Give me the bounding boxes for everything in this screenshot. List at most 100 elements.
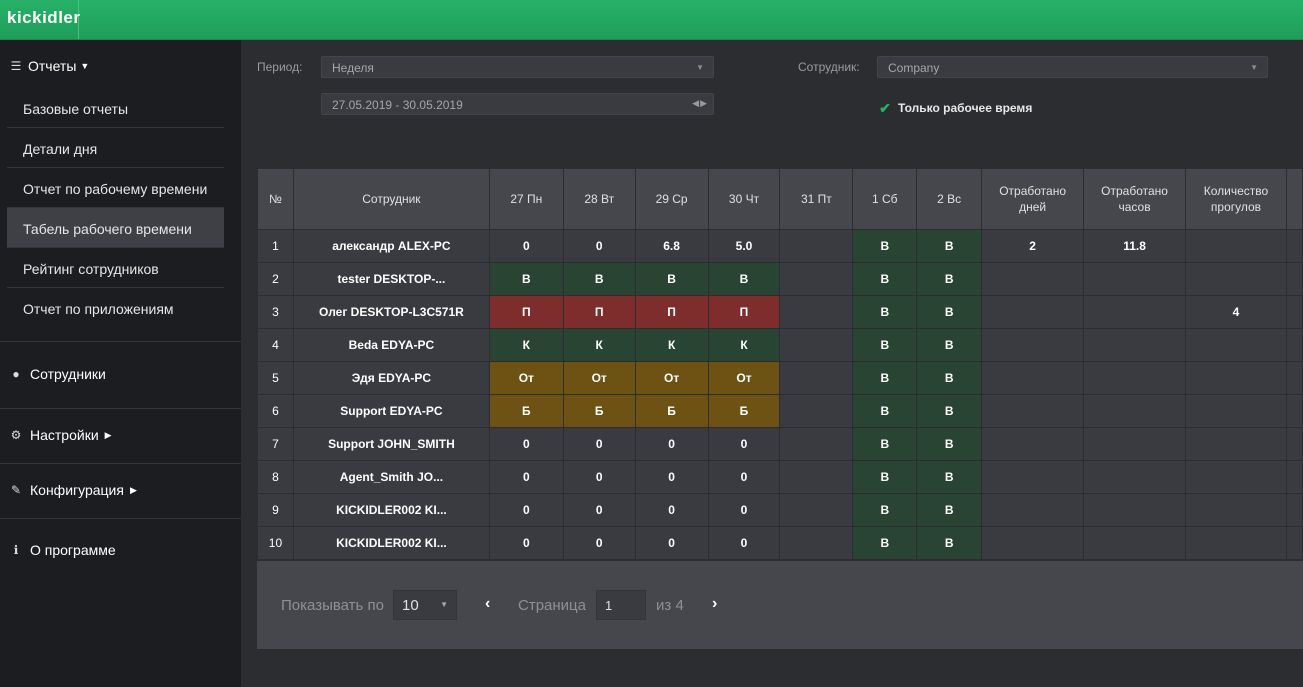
gears-icon: ⚙: [10, 428, 22, 442]
col-header-hours-worked[interactable]: Отработано часов: [1083, 168, 1187, 230]
day-cell: 0: [707, 460, 781, 494]
day-cell: В: [852, 361, 918, 395]
of-label: из 4: [656, 597, 684, 614]
date-range-value: 27.05.2019 - 30.05.2019: [332, 98, 463, 112]
day-cell: В: [916, 427, 983, 461]
sidebar-item-configuration[interactable]: ✎ Конфигурация ▶: [8, 482, 137, 498]
sidebar-item-basic-reports[interactable]: Базовые отчеты: [7, 88, 224, 128]
day-cell: 0: [634, 526, 709, 560]
day-cell: В: [916, 526, 983, 560]
table-row[interactable]: 9 KICKIDLER002 KI... 0 0 0 0 В В: [257, 493, 1303, 527]
divider: [0, 341, 241, 342]
hours-worked-cell: [1083, 295, 1187, 329]
employee-name-cell: Олег DESKTOP-L3C571R: [292, 295, 490, 329]
day-cell: В: [707, 262, 781, 296]
sidebar-item-worktime-report[interactable]: Отчет по рабочему времени: [7, 168, 224, 208]
employee-select[interactable]: Company ▼: [877, 56, 1268, 78]
day-cell: В: [852, 526, 918, 560]
info-icon: ℹ: [13, 543, 19, 557]
col-header-day[interactable]: 30 Чт: [707, 168, 781, 230]
col-header-day[interactable]: 28 Вт: [562, 168, 636, 230]
day-cell: В: [852, 394, 918, 428]
date-range-picker[interactable]: 27.05.2019 - 30.05.2019 ◀▶: [321, 93, 714, 115]
page-label: Страница: [518, 597, 586, 614]
days-worked-cell: [981, 262, 1085, 296]
employee-name-cell: tester DESKTOP-...: [292, 262, 490, 296]
day-cell: От: [634, 361, 709, 395]
table-row[interactable]: 4 Beda EDYA-PC К К К К В В: [257, 328, 1303, 362]
col-header-day[interactable]: 29 Ср: [634, 168, 709, 230]
day-cell: [779, 427, 854, 461]
day-cell: В: [916, 229, 983, 263]
work-time-only-checkbox[interactable]: ✔ Только рабочее время: [878, 100, 1032, 116]
table-row[interactable]: 8 Agent_Smith JO... 0 0 0 0 В В: [257, 460, 1303, 494]
col-header-day[interactable]: 31 Пт: [779, 168, 854, 230]
days-worked-cell: [981, 328, 1085, 362]
page-input[interactable]: 1: [596, 590, 646, 620]
day-cell: В: [916, 295, 983, 329]
table-row[interactable]: 7 Support JOHN_SMITH 0 0 0 0 В В: [257, 427, 1303, 461]
table-row[interactable]: 10 KICKIDLER002 KI... 0 0 0 0 В В: [257, 526, 1303, 560]
day-cell: [779, 394, 854, 428]
row-number-cell: 9: [257, 493, 294, 527]
day-cell: 0: [634, 493, 709, 527]
col-header-number[interactable]: №: [257, 168, 294, 230]
col-header-days-worked[interactable]: Отработано дней: [981, 168, 1085, 230]
period-select[interactable]: Неделя ▼: [321, 56, 714, 78]
prev-page-button[interactable]: ‹: [485, 595, 491, 612]
hours-worked-cell: [1083, 361, 1187, 395]
sidebar-item-timesheet[interactable]: Табель рабочего времени: [7, 208, 224, 248]
period-value: Неделя: [332, 61, 374, 75]
employee-name-cell: Agent_Smith JO...: [292, 460, 490, 494]
day-cell: [779, 229, 854, 263]
sidebar-item-reports[interactable]: ☰ Отчеты ▼: [8, 58, 90, 74]
day-cell: 0: [634, 460, 709, 494]
day-cell: В: [916, 262, 983, 296]
prev-next-arrows-icon[interactable]: ◀▶: [692, 98, 708, 108]
absences-cell: [1185, 394, 1287, 428]
hours-worked-cell: [1083, 262, 1187, 296]
row-number-cell: 2: [257, 262, 294, 296]
hours-worked-cell: [1083, 427, 1187, 461]
pagination-bar: Показывать по 10 ▼ ‹ Страница 1 из 4 ›: [257, 561, 1303, 649]
absences-cell: [1185, 361, 1287, 395]
col-header-day[interactable]: 27 Пн: [488, 168, 564, 230]
col-header-employee[interactable]: Сотрудник: [292, 168, 490, 230]
hours-worked-cell: 11.8: [1083, 229, 1187, 263]
per-page-select[interactable]: 10 ▼: [393, 590, 457, 620]
day-cell: 0: [488, 460, 564, 494]
day-cell: 0: [488, 493, 564, 527]
day-cell: В: [852, 493, 918, 527]
table-row[interactable]: 2 tester DESKTOP-... В В В В В В: [257, 262, 1303, 296]
day-cell: От: [707, 361, 781, 395]
sidebar-item-day-details[interactable]: Детали дня: [7, 128, 224, 168]
col-header-overflow: [1285, 168, 1303, 230]
day-cell: 0: [707, 493, 781, 527]
sidebar-item-apps-report[interactable]: Отчет по приложениям: [23, 301, 174, 317]
sidebar-item-settings[interactable]: ⚙ Настройки ▶: [8, 427, 112, 443]
absences-cell: [1185, 229, 1287, 263]
sidebar-item-employees[interactable]: ● Сотрудники: [8, 366, 105, 382]
sidebar-item-employee-rating[interactable]: Рейтинг сотрудников: [7, 248, 224, 288]
table-row[interactable]: 1 александр ALEX-PC 0 0 6.8 5.0 В В 2 11.8: [257, 229, 1303, 263]
day-cell: В: [488, 262, 564, 296]
col-header-day[interactable]: 1 Сб: [852, 168, 918, 230]
row-number-cell: 6: [257, 394, 294, 428]
table-row[interactable]: 6 Support EDYA-PC Б Б Б Б В В: [257, 394, 1303, 428]
employee-name-cell: Support JOHN_SMITH: [292, 427, 490, 461]
col-header-absences[interactable]: Количество прогулов: [1185, 168, 1287, 230]
kickidler-logo[interactable]: kickidler: [0, 0, 80, 39]
list-icon: ☰: [10, 59, 22, 73]
table-row[interactable]: 3 Олег DESKTOP-L3C571R П П П П В В 4: [257, 295, 1303, 329]
per-page-label: Показывать по: [281, 597, 384, 614]
table-row[interactable]: 5 Эдя EDYA-PC От От От От В В: [257, 361, 1303, 395]
sidebar: ☰ Отчеты ▼ Базовые отчеты Детали дня Отч…: [0, 40, 241, 687]
sidebar-item-about[interactable]: ℹ О программе: [8, 542, 116, 558]
employee-name-cell: Support EDYA-PC: [292, 394, 490, 428]
col-header-day[interactable]: 2 Вс: [916, 168, 983, 230]
next-page-button[interactable]: ›: [712, 595, 718, 612]
day-cell: В: [634, 262, 709, 296]
row-number-cell: 5: [257, 361, 294, 395]
overflow-cell: [1285, 526, 1303, 560]
employee-name-cell: KICKIDLER002 KI...: [292, 493, 490, 527]
